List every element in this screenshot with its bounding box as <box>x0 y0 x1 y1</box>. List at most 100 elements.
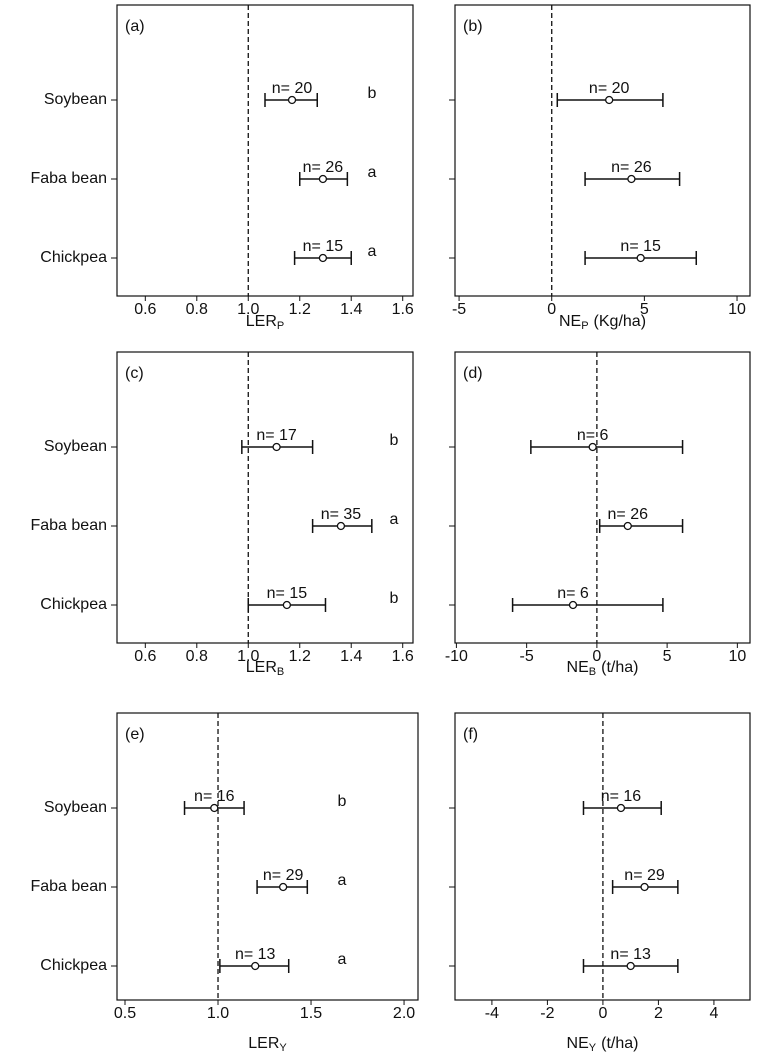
x-axis-label-sub: B <box>277 666 284 678</box>
panel-frame <box>116 351 414 644</box>
category-label: Faba bean <box>30 517 107 534</box>
x-tick-label: -10 <box>445 648 468 665</box>
x-axis-label: NEB (t/ha) <box>567 659 639 678</box>
x-axis-label: LERY <box>248 1035 287 1054</box>
category-label: Soybean <box>44 799 107 816</box>
n-label: n= 16 <box>601 788 642 805</box>
error-bar <box>598 519 684 533</box>
x-tick-label: 1.6 <box>392 648 414 665</box>
mean-point <box>287 95 297 105</box>
mean-point <box>318 253 328 263</box>
x-axis-label: LERB <box>246 659 284 678</box>
x-tick-label: 2.0 <box>393 1005 415 1022</box>
category-label: Soybean <box>44 438 107 455</box>
category-label: Chickpea <box>40 957 107 974</box>
x-tick-label: -2 <box>540 1005 554 1022</box>
x-axis-label-main: LER <box>246 659 277 676</box>
error-bar <box>530 440 684 454</box>
x-axis-label-main: NE <box>567 659 589 676</box>
mean-point <box>278 882 288 892</box>
mean-point <box>568 600 578 610</box>
x-axis-label-sub: Y <box>589 1042 597 1054</box>
category-label: Faba bean <box>30 170 107 187</box>
mean-point <box>605 95 614 105</box>
significance-letter: b <box>338 793 347 810</box>
x-tick-label: 1.2 <box>289 648 311 665</box>
x-tick-label: -5 <box>520 648 534 665</box>
panel-label: (d) <box>463 365 483 382</box>
panel-frame <box>454 4 751 297</box>
panel-frame <box>454 351 751 644</box>
mean-point <box>210 803 219 813</box>
panel-label: (e) <box>125 726 145 743</box>
x-tick-label: 1.0 <box>207 1005 229 1022</box>
n-label: n= 20 <box>589 80 630 97</box>
panel-frame <box>116 4 414 297</box>
n-label: n= 15 <box>267 585 308 602</box>
x-tick-label: 10 <box>728 648 746 665</box>
x-axis-label-main: LER <box>246 313 277 330</box>
x-axis-label-sub: B <box>589 666 596 678</box>
x-axis-label-main: NE <box>559 313 581 330</box>
mean-point <box>623 521 632 531</box>
x-axis-label: NEP (Kg/ha) <box>559 313 646 332</box>
x-axis-label-main: NE <box>567 1035 589 1052</box>
panel-frame <box>116 712 419 1001</box>
n-label: n= 26 <box>608 506 649 523</box>
x-tick-label: 1.0 <box>237 648 259 665</box>
x-tick-label: 0.5 <box>114 1005 136 1022</box>
mean-point <box>251 961 260 971</box>
x-tick-label: 0 <box>592 648 601 665</box>
mean-point <box>336 521 346 531</box>
mean-point <box>627 174 636 184</box>
significance-letter: a <box>338 872 347 889</box>
mean-point <box>318 174 328 184</box>
panel-label: (a) <box>125 18 145 35</box>
x-tick-label: 1.2 <box>289 301 311 318</box>
significance-letter: a <box>368 164 377 181</box>
panel-label: (c) <box>125 365 144 382</box>
x-tick-label: 1.4 <box>340 648 362 665</box>
x-tick-label: 0 <box>547 301 556 318</box>
mean-point <box>626 961 635 971</box>
significance-letter: a <box>390 511 399 528</box>
category-label: Chickpea <box>40 596 107 613</box>
x-tick-label: 10 <box>728 301 746 318</box>
x-axis-label-unit: (t/ha) <box>601 1035 638 1052</box>
n-label: n= 35 <box>321 506 362 523</box>
x-tick-label: 4 <box>709 1005 718 1022</box>
mean-point <box>640 882 649 892</box>
error-bar <box>511 598 664 612</box>
n-label: n= 17 <box>256 427 297 444</box>
n-label: n= 26 <box>611 159 652 176</box>
x-tick-label: 1.0 <box>237 301 259 318</box>
x-tick-label: 5 <box>663 648 672 665</box>
x-tick-label: -4 <box>485 1005 499 1022</box>
significance-letter: b <box>368 85 377 102</box>
mean-point <box>282 600 292 610</box>
x-tick-label: 0.8 <box>186 301 208 318</box>
mean-point <box>272 442 281 452</box>
mean-point <box>588 442 597 452</box>
x-tick-label: 5 <box>640 301 649 318</box>
significance-letter: b <box>390 590 399 607</box>
n-label: n= 15 <box>303 238 344 255</box>
x-tick-label: 0.8 <box>186 648 208 665</box>
x-axis-label-sub: P <box>581 320 588 332</box>
n-label: n= 6 <box>577 427 609 444</box>
category-label: Chickpea <box>40 249 107 266</box>
significance-letter: a <box>338 951 347 968</box>
n-label: n= 6 <box>557 585 589 602</box>
n-label: n= 26 <box>303 159 344 176</box>
n-label: n= 29 <box>263 867 304 884</box>
x-tick-label: 0.6 <box>134 648 156 665</box>
x-tick-label: 1.5 <box>300 1005 322 1022</box>
n-label: n= 20 <box>272 80 313 97</box>
x-tick-label: 0 <box>598 1005 607 1022</box>
x-axis-label-sub: Y <box>279 1042 287 1054</box>
x-axis-label: LERP <box>246 313 284 332</box>
x-tick-label: -5 <box>452 301 466 318</box>
n-label: n= 13 <box>610 946 651 963</box>
